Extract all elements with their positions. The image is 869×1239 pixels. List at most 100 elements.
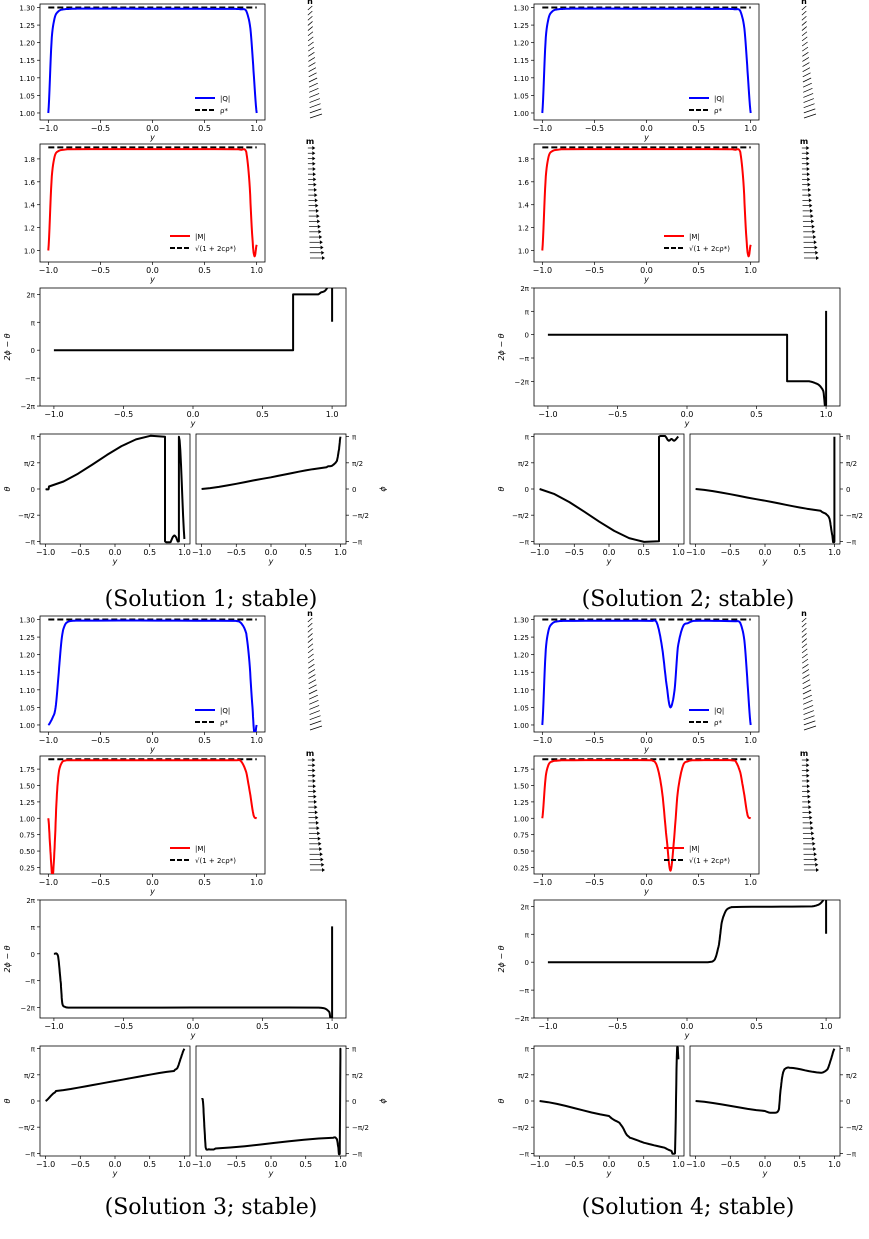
- x-tick-label: 0.5: [692, 878, 705, 887]
- x-tick-label: −1.0: [686, 1160, 705, 1169]
- m-arrowhead: [807, 789, 811, 794]
- legend-label: |M|: [195, 845, 206, 853]
- m-arrowhead: [806, 773, 810, 778]
- n-director: [307, 10, 313, 16]
- m-arrowhead: [312, 161, 316, 166]
- y-tick-label: 0.75: [513, 832, 529, 840]
- n-director: [803, 103, 815, 109]
- n-director: [308, 674, 316, 679]
- y-tick-label: 1.30: [19, 617, 35, 625]
- y-tick-label: 1.05: [513, 92, 529, 100]
- y-tick-label: 0.25: [19, 864, 35, 872]
- x-axis-label: y: [606, 557, 612, 566]
- x-tick-label: 0.0: [640, 878, 653, 887]
- y-tick-label: −π/2: [352, 1124, 369, 1132]
- m-arrowhead: [813, 847, 817, 852]
- x-tick-label: 1.0: [334, 548, 347, 557]
- y-tick-label: π: [846, 1046, 851, 1054]
- x-tick-label: 1.0: [828, 548, 841, 557]
- m-arrowhead: [810, 214, 814, 219]
- n-director: [802, 684, 811, 690]
- field-label: m: [306, 137, 314, 146]
- m-arrowhead: [813, 852, 817, 857]
- y-tick-label: 1.25: [19, 634, 35, 642]
- m-arrowhead: [317, 224, 321, 229]
- y-tick-label: 1.00: [19, 110, 35, 118]
- m-arrowhead: [807, 177, 811, 182]
- n-director: [308, 57, 316, 62]
- n-director: [307, 643, 314, 648]
- x-axis-label: y: [149, 887, 155, 896]
- y-tick-label: 0: [31, 1098, 35, 1106]
- m-arrowhead: [312, 784, 316, 789]
- n-director: [309, 93, 320, 98]
- n-director: [803, 93, 814, 98]
- y-axis-label-theta: θ: [497, 486, 506, 491]
- y-axis-label-diff: 2ϕ − θ: [3, 333, 12, 360]
- x-tick-label: −0.5: [91, 736, 110, 745]
- m-arrowhead: [321, 250, 325, 255]
- x-tick-label: −0.5: [608, 1022, 627, 1031]
- x-tick-label: −0.5: [71, 1160, 90, 1169]
- x-tick-label: −1.0: [538, 410, 557, 419]
- x-tick-label: −1.0: [686, 548, 705, 557]
- n-director: [801, 26, 807, 31]
- x-tick-label: 0.5: [692, 124, 705, 133]
- x-tick-label: −1.0: [533, 878, 552, 887]
- n-director: [309, 720, 322, 726]
- x-tick-label: −1.0: [39, 124, 58, 133]
- n-director: [803, 108, 816, 114]
- m-arrowhead: [814, 245, 818, 250]
- x-tick-label: −0.5: [565, 1160, 584, 1169]
- axes-frame: [39, 1045, 191, 1157]
- x-tick-label: −1.0: [533, 124, 552, 133]
- n-director: [802, 679, 811, 685]
- m-arrowhead: [314, 198, 318, 203]
- m-arrowhead: [806, 172, 810, 177]
- x-tick-label: −0.5: [585, 124, 604, 133]
- m-arrowhead: [816, 868, 819, 872]
- legend-label: √(1 + 2cρ*): [195, 245, 236, 253]
- x-tick-label: −1.0: [192, 548, 211, 557]
- n-director: [307, 653, 314, 659]
- x-axis-label: y: [643, 887, 649, 896]
- y-tick-label: 1.25: [513, 799, 529, 807]
- n-director: [803, 705, 814, 710]
- y-tick-label: 1.05: [19, 92, 35, 100]
- y-tick-label: 2π: [26, 897, 35, 905]
- m-arrowhead: [807, 799, 811, 804]
- y-tick-label: 1.05: [513, 704, 529, 712]
- n-director: [309, 108, 322, 114]
- x-tick-label: 0.0: [759, 1160, 772, 1169]
- y-tick-label: 0: [31, 486, 35, 494]
- axes-frame: [195, 433, 347, 545]
- phase-difference-curve: [53, 288, 334, 352]
- axes-frame: [39, 899, 347, 1019]
- m-arrowhead: [318, 229, 322, 234]
- y-tick-label: 1.00: [19, 722, 35, 730]
- y-tick-label: 0: [352, 1098, 356, 1106]
- legend-label: |Q|: [714, 707, 724, 715]
- m-arrowhead: [314, 193, 318, 198]
- y-tick-label: −π: [25, 538, 36, 546]
- n-director: [308, 46, 315, 52]
- x-axis-label: y: [190, 419, 196, 428]
- x-axis-label: y: [684, 1031, 690, 1040]
- m-arrowhead: [314, 810, 318, 815]
- y-tick-label: −π/2: [512, 512, 529, 520]
- x-axis-label: y: [190, 1031, 196, 1040]
- y-tick-label: −π: [519, 1150, 530, 1158]
- x-tick-label: 1.0: [672, 548, 685, 557]
- y-tick-label: 1.30: [513, 5, 529, 13]
- y-tick-label: 0: [525, 486, 529, 494]
- y-axis-label-theta: θ: [3, 1098, 12, 1103]
- m-arrowhead: [312, 763, 316, 768]
- x-tick-label: 1.0: [326, 410, 339, 419]
- n-director: [307, 21, 313, 26]
- m-arrowhead: [815, 250, 819, 255]
- caption-solution-2: (Solution 2; stable): [581, 587, 795, 612]
- y-tick-label: 1.25: [513, 22, 529, 30]
- theta-curve: [539, 435, 679, 543]
- field-label: n: [801, 609, 807, 618]
- axes-frame: [533, 1045, 685, 1157]
